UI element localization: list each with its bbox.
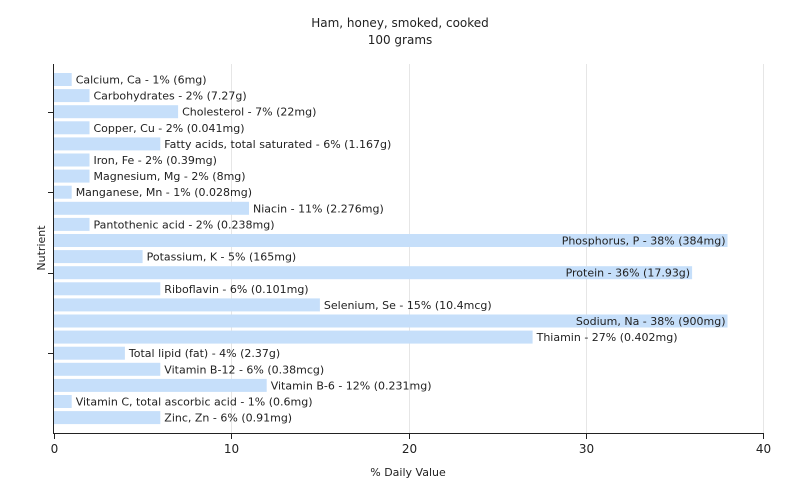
axes-group (48, 64, 763, 434)
bar-label: Protein - 36% (17.93g) (566, 267, 691, 280)
bar (54, 314, 728, 328)
chart-title: Ham, honey, smoked, cooked (311, 16, 489, 30)
gridlines (231, 64, 764, 433)
bar (54, 250, 143, 264)
bar-label: Thiamin - 27% (0.402mg) (536, 331, 678, 344)
bar (54, 330, 533, 344)
bar-label: Carbohydrates - 2% (7.27g) (94, 90, 247, 103)
bar-label: Fatty acids, total saturated - 6% (1.167… (164, 138, 391, 151)
bar (54, 105, 179, 119)
bar (54, 266, 693, 280)
bar-label: Iron, Fe - 2% (0.39mg) (94, 154, 217, 167)
x-tick-label: 20 (402, 442, 417, 456)
bar (54, 121, 90, 135)
bar-label: Phosphorus, P - 38% (384mg) (562, 235, 726, 248)
bar (54, 137, 161, 151)
bar-label: Calcium, Ca - 1% (6mg) (76, 74, 207, 87)
bar-label: Vitamin B-12 - 6% (0.38mcg) (164, 363, 324, 376)
chart-subtitle: 100 grams (368, 33, 433, 47)
bar-label: Riboflavin - 6% (0.101mg) (164, 283, 308, 296)
bar (54, 73, 72, 86)
bar-label: Pantothenic acid - 2% (0.238mg) (94, 218, 275, 231)
bar-label: Manganese, Mn - 1% (0.028mg) (76, 186, 252, 199)
x-axis-label: % Daily Value (370, 466, 446, 479)
bar-label: Zinc, Zn - 6% (0.91mg) (164, 412, 292, 425)
bar (54, 411, 161, 425)
bar-label: Vitamin B-6 - 12% (0.231mg) (271, 379, 432, 392)
x-ticks-group: 0 10 20 30 40 (51, 433, 771, 456)
bar (54, 378, 267, 392)
bars-group: Calcium, Ca - 1% (6mg) Carbohydrates - 2%… (54, 73, 728, 425)
bar (54, 89, 90, 103)
bar-label: Magnesium, Mg - 2% (8mg) (94, 170, 246, 183)
x-tick-label: 0 (51, 442, 59, 456)
bar (54, 395, 72, 408)
bar (54, 298, 320, 312)
bar-label: Total lipid (fat) - 4% (2.37g) (128, 347, 280, 360)
bar (54, 234, 728, 247)
bar (54, 185, 72, 199)
bar (54, 346, 125, 360)
bar-label: Copper, Cu - 2% (0.041mg) (94, 122, 245, 135)
bar-label: Potassium, K - 5% (165mg) (147, 251, 297, 264)
bar (54, 362, 161, 376)
bar-label: Sodium, Na - 38% (900mg) (576, 315, 726, 328)
bar-label: Vitamin C, total ascorbic acid - 1% (0.6… (76, 396, 313, 409)
bar-label: Cholesterol - 7% (22mg) (182, 106, 316, 119)
bar-label: Niacin - 11% (2.276mg) (253, 202, 384, 215)
bar-label: Selenium, Se - 15% (10.4mcg) (324, 299, 492, 312)
bar (54, 153, 90, 167)
bar (54, 282, 161, 296)
x-tick-label: 40 (756, 442, 771, 456)
x-tick-label: 30 (579, 442, 594, 456)
bar (54, 217, 90, 231)
y-axis-label: Nutrient (35, 225, 48, 271)
bar (54, 201, 249, 215)
bar (54, 169, 90, 183)
x-tick-label: 10 (224, 442, 239, 456)
